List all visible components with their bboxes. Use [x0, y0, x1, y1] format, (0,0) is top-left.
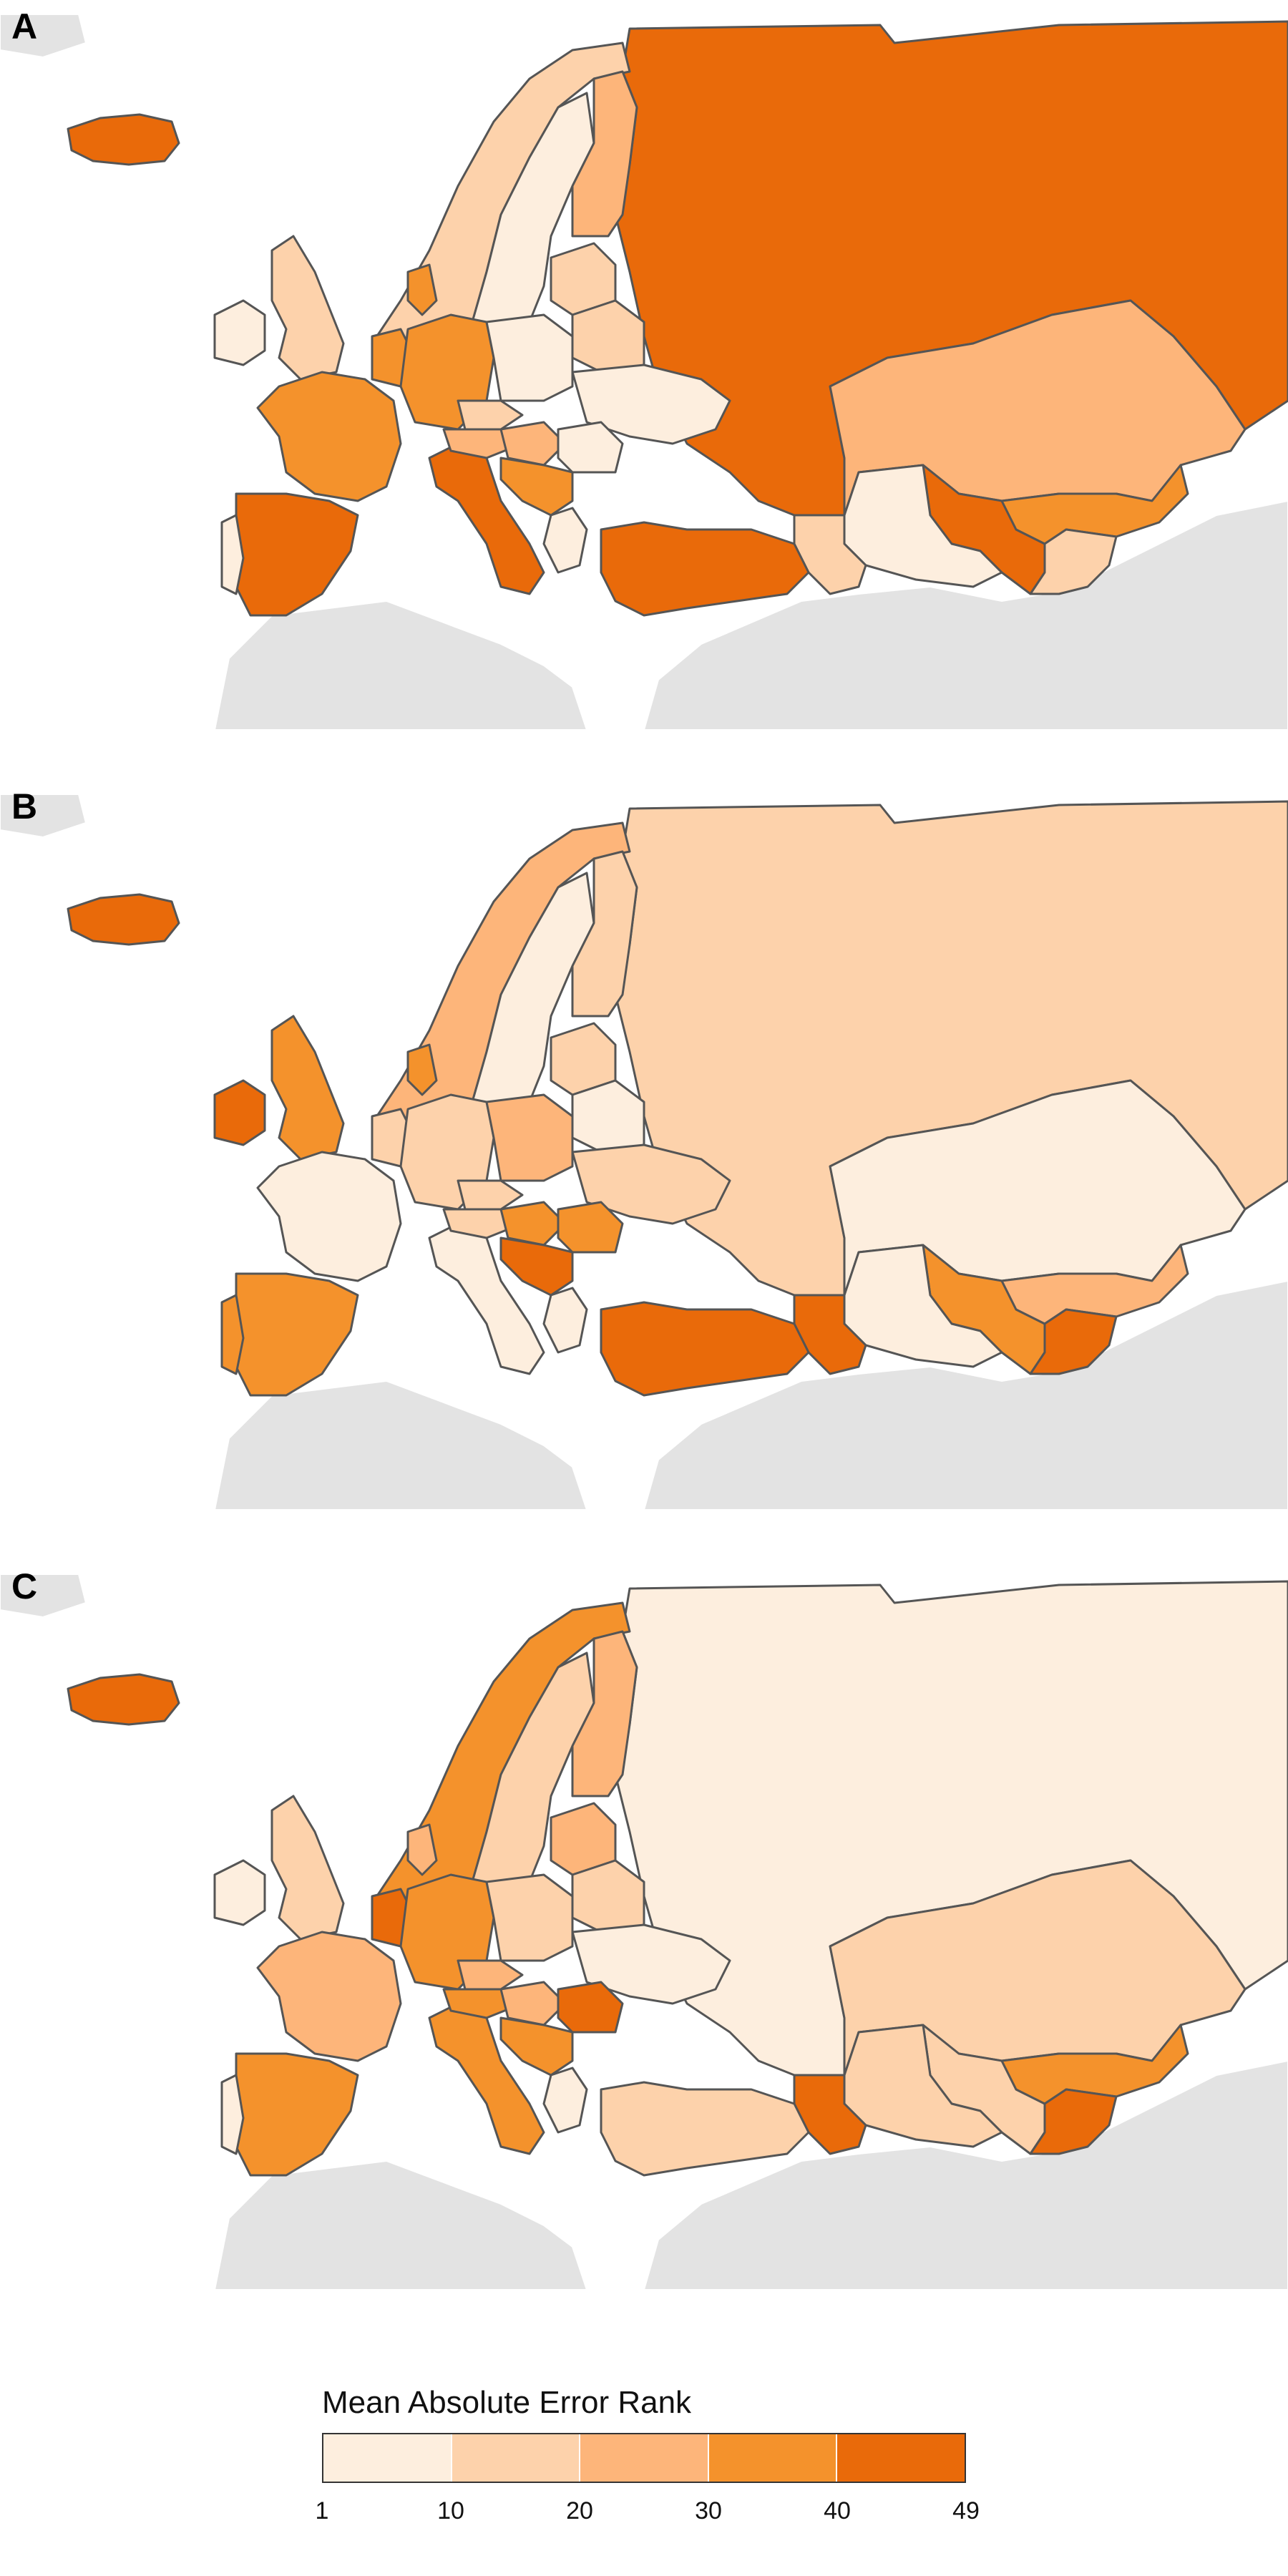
country-uk [270, 1015, 345, 1161]
country-balkans [499, 1236, 574, 1297]
country-portugal [220, 2074, 245, 2155]
country-greece [542, 1287, 588, 1354]
map-a [0, 14, 1288, 730]
country-poland [485, 1093, 574, 1182]
country-turkey [600, 2081, 810, 2177]
country-spain [235, 2052, 359, 2177]
background-land-0 [0, 1574, 87, 1619]
legend-tick-49: 49 [952, 2497, 980, 2524]
legend-swatch-4 [707, 2434, 836, 2482]
country-czech [457, 1179, 524, 1211]
country-romania [557, 421, 624, 474]
country-denmark [406, 1043, 438, 1096]
country-czech [457, 399, 524, 431]
background-land-2 [643, 2059, 1288, 2290]
country-kyrgyz [1000, 464, 1189, 545]
panel-label-b: B [11, 786, 38, 826]
country-turkey [600, 1301, 810, 1397]
country-belarus [571, 1859, 645, 1933]
country-kyrgyz [1000, 2024, 1189, 2105]
country-hungary [499, 421, 567, 467]
country-belarus [571, 1079, 645, 1153]
country-ireland [213, 299, 266, 366]
map-c [0, 1574, 1288, 2290]
background-land-1 [213, 1380, 588, 1510]
legend-swatch-5 [836, 2434, 965, 2482]
country-uk [270, 1795, 345, 1941]
country-hungary [499, 1201, 567, 1246]
background-land-0 [0, 14, 87, 59]
country-iceland [67, 893, 180, 946]
legend-swatch-3 [579, 2434, 708, 2482]
country-hungary [499, 1981, 567, 2026]
map-panel-c: C [0, 1560, 1288, 2290]
legend-title: Mean Absolute Error Rank [322, 2385, 692, 2420]
background-land-1 [213, 2160, 588, 2290]
country-iceland [67, 113, 180, 166]
country-tajik [1029, 1308, 1118, 1375]
country-belarus [571, 299, 645, 374]
country-tajik [1029, 528, 1118, 595]
country-romania [557, 1981, 624, 2034]
country-denmark [406, 1823, 438, 1876]
country-ireland [213, 1859, 266, 1926]
country-balkans [499, 457, 574, 517]
legend-swatch-1 [323, 2434, 451, 2482]
map-b [0, 794, 1288, 1510]
country-czech [457, 1959, 524, 1991]
country-tajik [1029, 2088, 1118, 2155]
country-ireland [213, 1079, 266, 1146]
legend-swatch-2 [450, 2434, 580, 2482]
legend-tick-10: 10 [437, 2497, 464, 2524]
country-finland [571, 850, 638, 1018]
country-france [256, 1151, 402, 1282]
panel-label-a: A [11, 6, 38, 47]
country-portugal [220, 514, 245, 595]
background-land-2 [643, 499, 1288, 730]
legend-tick-20: 20 [566, 2497, 593, 2524]
country-greece [542, 507, 588, 574]
map-panel-b: B [0, 780, 1288, 1510]
background-land-1 [213, 600, 588, 730]
country-kyrgyz [1000, 1244, 1189, 1325]
country-france [256, 1931, 402, 2062]
country-finland [571, 70, 638, 238]
country-france [256, 371, 402, 502]
country-romania [557, 1201, 624, 1254]
country-uk [270, 235, 345, 381]
panel-label-c: C [11, 1566, 38, 1606]
background-land-2 [643, 1279, 1288, 1510]
country-greece [542, 2067, 588, 2134]
legend-tick-30: 30 [695, 2497, 722, 2524]
country-spain [235, 492, 359, 617]
background-land-0 [0, 794, 87, 839]
country-finland [571, 1630, 638, 1797]
country-balkans [499, 2016, 574, 2077]
country-poland [485, 1873, 574, 1962]
country-iceland [67, 1673, 180, 1726]
map-panel-a: A [0, 0, 1288, 730]
country-spain [235, 1272, 359, 1397]
legend-tick-1: 1 [315, 2497, 329, 2524]
legend-tick-40: 40 [824, 2497, 851, 2524]
country-turkey [600, 521, 810, 617]
country-denmark [406, 263, 438, 316]
legend-colorbar [322, 2433, 966, 2483]
country-poland [485, 313, 574, 402]
country-portugal [220, 1294, 245, 1375]
